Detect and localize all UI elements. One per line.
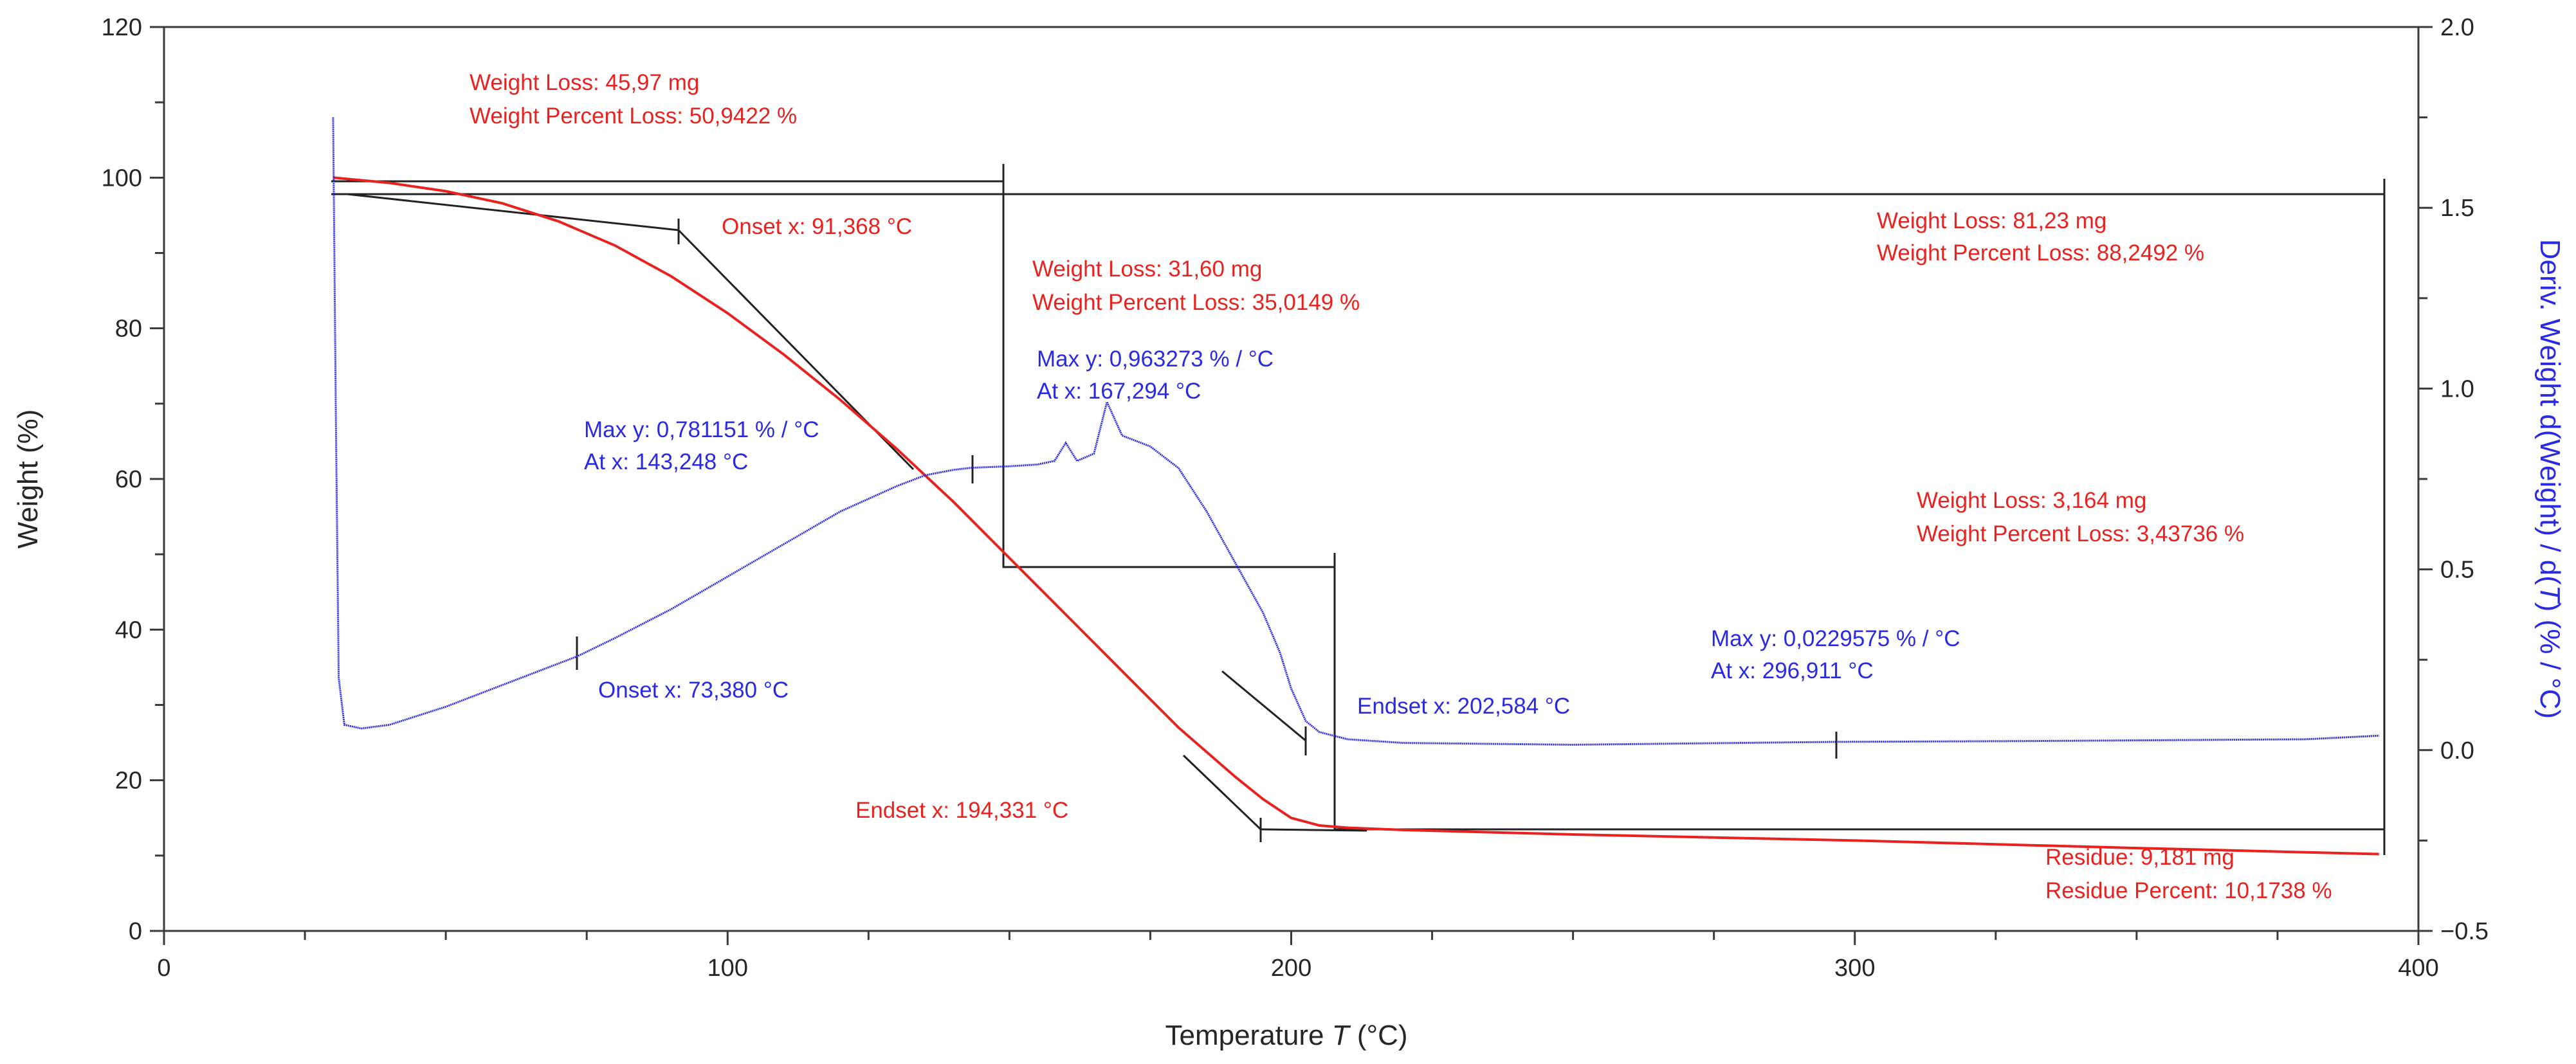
y-right-axis-label: Deriv. Weight d(Weight) / d(T) (% / °C): [2534, 239, 2566, 719]
y-right-tick-label: 1.0: [2440, 375, 2474, 402]
y-left-tick-label: 20: [115, 768, 142, 795]
y-left-axis-label: Weight (%): [12, 410, 44, 549]
y-left-tick-label: 120: [102, 14, 142, 41]
x-axis-label: Temperature T (°C): [1165, 1020, 1407, 1051]
annotation-weight-loss-1a: Weight Loss: 45,97 mg: [470, 70, 699, 95]
annotation-weight-loss-1b: Weight Percent Loss: 50,9422 %: [470, 104, 797, 129]
x-tick-label: 400: [2398, 955, 2438, 982]
annotation-weight-loss-3b: Weight Percent Loss: 88,2492 %: [1877, 240, 2204, 266]
deriv-curve: [332, 117, 2379, 746]
annotation-residue-b: Residue Percent: 10,1738 %: [2045, 878, 2332, 903]
annotation-weight-loss-2a: Weight Loss: 31,60 mg: [1032, 257, 1262, 282]
annotation-endset-202: Endset x: 202,584 °C: [1357, 694, 1570, 719]
y-left-ticks: 0 20 40 60 80 100 120: [102, 14, 164, 945]
y-left-tick-label: 0: [129, 918, 142, 945]
x-tick-label: 200: [1271, 955, 1311, 982]
annotation-residue-a: Residue: 9,181 mg: [2045, 845, 2234, 870]
x-tick-label: 100: [708, 955, 748, 982]
tangent-a: [347, 193, 679, 231]
weight-curve: [333, 176, 2379, 856]
annotations: Weight Loss: 45,97 mg Weight Percent Los…: [470, 70, 2332, 903]
annotation-onset-91: Onset x: 91,368 °C: [722, 214, 912, 239]
step-line-1: [331, 180, 2384, 831]
tangent-d: [1260, 828, 1367, 832]
axes: [163, 26, 2420, 932]
y-left-tick-label: 40: [115, 617, 142, 644]
annotation-max-297a: Max y: 0,0229575 % / °C: [1711, 626, 1960, 651]
tangent-e: [1221, 670, 1306, 742]
y-right-tick-label: 0.0: [2440, 737, 2474, 764]
annotation-endset-194: Endset x: 194,331 °C: [855, 798, 1068, 823]
annotation-onset-73: Onset x: 73,380 °C: [598, 678, 789, 703]
x-tick-label: 300: [1834, 955, 1875, 982]
analysis-construction-lines: [331, 164, 2386, 855]
annotation-max-143b: At x: 143,248 °C: [584, 449, 748, 474]
annotation-max-167a: Max y: 0,963273 % / °C: [1037, 347, 1274, 372]
annotation-max-297b: At x: 296,911 °C: [1711, 658, 1874, 683]
x-ticks: 0 100 200 300 400: [157, 931, 2439, 982]
y-right-tick-label: −0.5: [2440, 918, 2489, 945]
annotation-max-167b: At x: 167,294 °C: [1037, 379, 1201, 404]
tangent-c: [1182, 754, 1262, 831]
y-right-tick-label: 2.0: [2440, 14, 2474, 41]
y-left-tick-label: 100: [102, 165, 142, 192]
x-tick-label: 0: [157, 955, 170, 982]
y-right-ticks: −0.5 0.0 0.5 1.0 1.5 2.0: [2418, 14, 2489, 945]
y-right-tick-label: 0.5: [2440, 557, 2474, 584]
annotation-weight-loss-4b: Weight Percent Loss: 3,43736 %: [1917, 521, 2244, 546]
y-right-tick-label: 1.5: [2440, 195, 2474, 222]
annotation-max-143a: Max y: 0,781151 % / °C: [584, 417, 819, 442]
annotation-weight-loss-3a: Weight Loss: 81,23 mg: [1877, 208, 2106, 233]
y-left-tick-label: 80: [115, 316, 142, 343]
annotation-weight-loss-2b: Weight Percent Loss: 35,0149 %: [1032, 290, 1360, 315]
y-left-tick-label: 60: [115, 466, 142, 493]
annotation-weight-loss-4a: Weight Loss: 3,164 mg: [1917, 488, 2146, 513]
